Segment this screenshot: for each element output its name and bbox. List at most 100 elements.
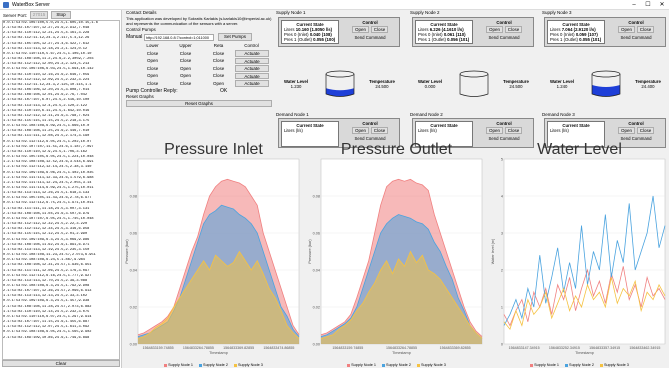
log-line: 2.1:53:02.108:108,12.31,24.57,1.936,6.95…: [3, 263, 92, 268]
send-command-button[interactable]: Send Command: [488, 136, 520, 141]
log-line: 1.1:53:02.112:112,12.11,24.6,3.798,7.024: [3, 113, 90, 118]
manual-label: Manual: [126, 34, 143, 40]
send-command-button[interactable]: Send Command: [620, 136, 652, 141]
supply-node-card: Current State Liters 7.064 (2.9120 l/s) Pr…: [544, 17, 666, 47]
state-value: 0.040 (108): [309, 32, 332, 37]
legend-item[interactable]: Supply Node 2: [565, 362, 594, 368]
x-tick-label: 1564833159.74855: [332, 346, 363, 350]
demand-node-title: Demand Node 2: [410, 112, 443, 117]
temperature: Temperature 24.400: [633, 79, 663, 89]
window-controls: – ☐ ✕: [627, 0, 669, 10]
chart-2: Pressure Outlet 0.00 0.02 0.04 0.06 0.08 Press…: [307, 141, 486, 368]
server-controls: Server Port: 27015 Stop: [0, 10, 121, 20]
server-log-list[interactable]: 0.0.1:53:02.106:100,5.0,24.5,1.605,10.15…: [2, 20, 120, 360]
actuate-button[interactable]: Actuate: [235, 80, 269, 87]
app-icon: [3, 1, 9, 8]
close-button[interactable]: Close: [505, 26, 522, 33]
port-field[interactable]: 27015: [30, 11, 49, 19]
actuate-button[interactable]: Actuate: [235, 50, 269, 57]
pump-table-header-cell: Upper: [179, 43, 192, 49]
log-line: 2.1:53:02.110:110,12.9,24.5,1.706,3.162: [3, 149, 88, 154]
legend-item[interactable]: Supply Node 3: [599, 362, 629, 368]
open-button[interactable]: Open: [618, 26, 635, 33]
legend-item[interactable]: Supply Node 1: [164, 362, 193, 368]
reset-graphs-button[interactable]: Reset Graphs: [126, 99, 272, 107]
y-tick-label: 0.08: [313, 194, 320, 198]
current-state-label: Current State: [430, 123, 458, 128]
close-icon[interactable]: ✕: [659, 1, 665, 8]
close-button[interactable]: Close: [637, 26, 654, 33]
send-command-button[interactable]: Send Command: [620, 35, 652, 40]
legend-item[interactable]: Supply Node 3: [233, 362, 263, 368]
control-label: Control: [362, 121, 378, 126]
x-tick-label: 1564833369.82855: [440, 346, 471, 350]
water-level-value: 0.000: [424, 84, 436, 89]
minimize-icon[interactable]: –: [632, 1, 636, 8]
send-command-button[interactable]: Send Command: [354, 136, 386, 141]
stop-button[interactable]: Stop: [51, 11, 72, 19]
legend-item[interactable]: Supply Node 1: [530, 362, 559, 368]
legend-item[interactable]: Supply Node 2: [382, 362, 411, 368]
demand-control-box: Control Open Close Send Command: [341, 121, 399, 141]
close-button[interactable]: Close: [371, 26, 388, 33]
y-tick-label: 0.04: [313, 268, 320, 272]
close-button[interactable]: Close: [505, 127, 522, 134]
y-tick-label: 0.02: [313, 305, 320, 309]
close-button[interactable]: Close: [637, 127, 654, 134]
state-label: Pres 0 (Inlet): [284, 32, 309, 37]
current-state-box: Current State Liters 7.064 (2.9120 l/s) Pr…: [547, 20, 605, 44]
demand-node-title: Demand Node 1: [276, 112, 309, 117]
y-tick-label: 4: [501, 194, 503, 198]
legend-item[interactable]: Supply Node 2: [199, 362, 228, 368]
water-level-label: Water Level: [418, 79, 442, 84]
open-button[interactable]: Open: [486, 26, 503, 33]
log-line: 0.0.1:53:02.109:109,6.06,24.5,1.402,10.0…: [3, 170, 94, 175]
legend-label: Supply Node 1: [534, 363, 560, 367]
open-button[interactable]: Open: [618, 127, 635, 134]
log-line: 2.1:53:02.107:107,12.36,24.57,2.096,6.91…: [3, 289, 92, 294]
pump-state-cell: Open: [146, 58, 158, 64]
maximize-icon[interactable]: ☐: [645, 1, 651, 8]
actuate-button[interactable]: Actuate: [235, 57, 269, 64]
open-button[interactable]: Open: [352, 26, 369, 33]
actuate-button[interactable]: Actuate: [235, 65, 269, 72]
log-line: 1.1:53:02.113:113,12.13,24.5,2.33,3.102: [3, 294, 88, 299]
close-button[interactable]: Close: [371, 127, 388, 134]
series-line-2: [503, 195, 666, 326]
control-buttons: Open Close: [475, 26, 533, 33]
log-line: 1.1:53:02.111:111,12.06,24.5,2.176,3.097: [3, 268, 90, 273]
supply-node-title: Supply Node 1: [276, 10, 306, 15]
open-button[interactable]: Open: [486, 127, 503, 134]
pump-table: Lower Upper Reta Control Close Close Close Actu…: [136, 42, 274, 87]
send-command-button[interactable]: Send Command: [354, 35, 386, 40]
log-line: 2.1:53:02.111:111,12.08,24.5,2.174,3.190: [3, 134, 90, 139]
series-line-1: [137, 178, 300, 336]
temperature-value: 24.500: [509, 84, 523, 89]
log-line: 2.1:53:02.110:110,12.16,24.6,2.646,7.059: [3, 72, 90, 77]
legend-label: Supply Node 3: [603, 363, 629, 367]
legend-swatch: [565, 363, 569, 367]
open-button[interactable]: Open: [352, 127, 369, 134]
send-command-button[interactable]: Send Command: [488, 35, 520, 40]
log-line: 1.1:53:02.112:112,12.07,24.5,1.611,3.092: [3, 325, 90, 330]
url-input[interactable]: http://192.168.0.8:7/control=1;011000: [144, 33, 214, 41]
legend-item[interactable]: Supply Node 3: [416, 362, 446, 368]
pump-table-row: Close Close Open Actuate: [136, 80, 274, 88]
demand-liters-label: Liters (l/s): [550, 128, 569, 133]
legend-item[interactable]: Supply Node 1: [347, 362, 376, 368]
set-pumps-button[interactable]: Set Pumps: [218, 33, 252, 41]
log-line: 2.2.1:53:02.107:107,11.51,24.6,1.187,7.0…: [3, 144, 94, 149]
x-tick-label: 1564833147.34915: [509, 346, 540, 350]
state-row: Pres 1 (Outlet) 0.055 (101): [550, 37, 602, 42]
node-panel-3: Supply Node 3 Current State Liters 7.064 (…: [541, 10, 669, 154]
chart-3: Water Level 0 1 2 3 4 5 Water level (m) 15648331…: [490, 141, 669, 368]
control-buttons: Open Close: [475, 127, 533, 134]
clear-button[interactable]: Clear: [2, 360, 120, 367]
manual-row: Manual http://192.168.0.8:7/control=1;01…: [124, 32, 274, 42]
control-label: Control: [362, 20, 378, 25]
window-title: WaterBox Server: [12, 1, 50, 8]
actuate-button[interactable]: Actuate: [235, 72, 269, 79]
series-line-1: [320, 178, 483, 337]
log-line: 1.1:53:02.113:113,12.26,24.5,1.618,3.133: [3, 191, 90, 196]
chart-legend: Supply Node 1 Supply Node 2 Supply Node 3: [124, 362, 303, 368]
